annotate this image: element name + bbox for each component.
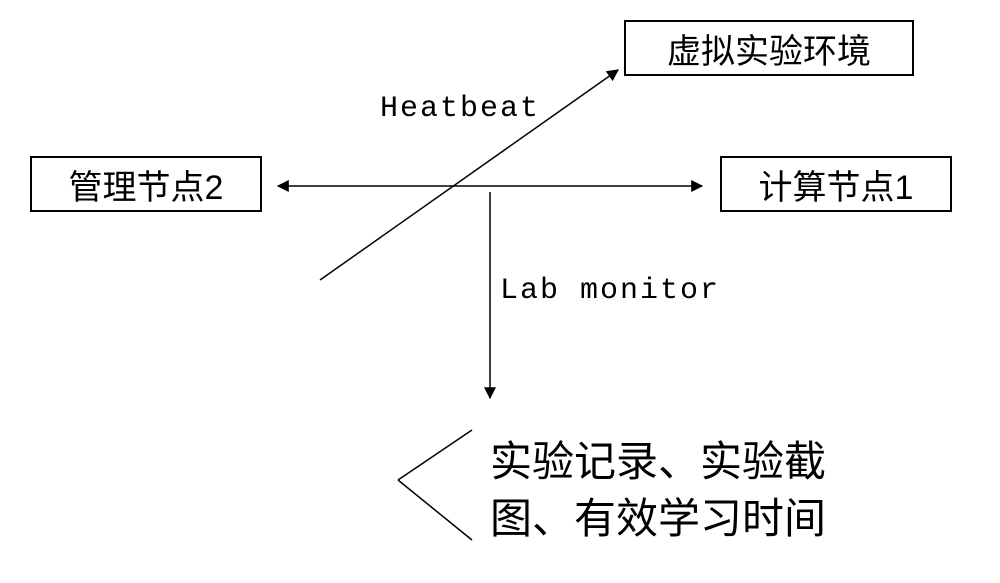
- bottom-description-line2: 图、有效学习时间: [490, 491, 826, 548]
- node-compute-1-label: 计算节点1: [759, 160, 914, 209]
- node-management-2-label: 管理节点2: [69, 160, 224, 209]
- node-compute-1: 计算节点1: [720, 156, 952, 212]
- chevron-lower: [398, 480, 472, 540]
- node-virtual-lab-env: 虚拟实验环境: [624, 20, 914, 76]
- bottom-description-line1: 实验记录、实验截: [490, 434, 826, 491]
- edge-label-labmonitor: Lab monitor: [500, 274, 720, 308]
- bottom-description: 实验记录、实验截 图、有效学习时间: [490, 434, 826, 547]
- diagram-root: 虚拟实验环境 管理节点2 计算节点1 Heatbeat Lab monitor …: [0, 0, 1000, 583]
- chevron-upper: [398, 430, 472, 480]
- edge-label-heatbeat: Heatbeat: [380, 92, 540, 126]
- node-virtual-lab-env-label: 虚拟实验环境: [667, 24, 871, 73]
- node-management-2: 管理节点2: [30, 156, 262, 212]
